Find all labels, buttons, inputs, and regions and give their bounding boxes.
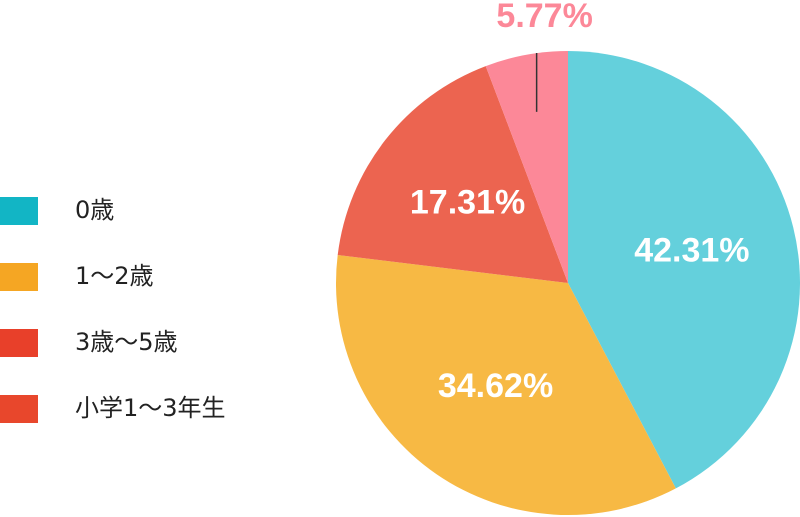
legend-swatch (0, 197, 38, 225)
value-label: 17.31% (410, 183, 525, 221)
pie-slice (485, 51, 568, 283)
legend-swatch (0, 395, 38, 423)
value-label: 5.77% (496, 0, 592, 35)
value-label: 34.62% (438, 367, 553, 405)
pie-slice (568, 51, 800, 489)
legend-label: 3歳〜5歳 (75, 328, 178, 356)
pie-slice (336, 255, 676, 516)
pie-slice (337, 66, 568, 283)
legend-label: 1〜2歳 (75, 262, 154, 290)
value-label: 42.31% (634, 231, 749, 269)
legend-label: 0歳 (75, 196, 114, 224)
legend-swatch (0, 329, 38, 357)
legend-label: 小学1〜3年生 (75, 394, 226, 422)
legend-swatch (0, 263, 38, 291)
